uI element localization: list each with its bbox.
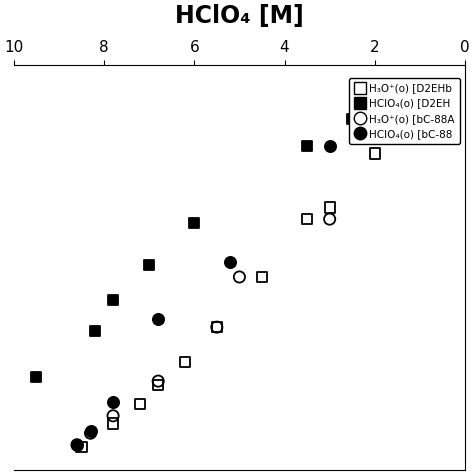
Point [155, 377, 162, 385]
Point [371, 150, 379, 157]
Point [303, 142, 311, 150]
Point [326, 215, 333, 223]
Point [33, 374, 40, 381]
Point [109, 296, 117, 304]
Point [87, 429, 94, 437]
Point [236, 273, 243, 281]
Point [191, 219, 198, 227]
Point [73, 441, 81, 448]
Point [146, 262, 153, 269]
Point [326, 204, 333, 211]
Point [213, 323, 220, 331]
Point [258, 273, 266, 281]
Point [213, 323, 220, 331]
Point [87, 428, 94, 435]
Point [416, 127, 424, 134]
Point [182, 358, 189, 365]
Point [155, 381, 162, 389]
Point [109, 412, 117, 419]
Point [91, 327, 99, 335]
Point [109, 399, 117, 406]
Point [78, 443, 85, 450]
Title: HClO₄ [M]: HClO₄ [M] [175, 4, 304, 28]
Point [73, 441, 81, 448]
Point [137, 401, 144, 408]
Point [303, 215, 311, 223]
Legend: H₃O⁺(o) [D2EHb, HClO₄(o) [D2EH, H₃O⁺(o) [bC-88A, HClO₄(o) [bC-88: H₃O⁺(o) [D2EHb, HClO₄(o) [D2EH, H₃O⁺(o) … [349, 78, 460, 144]
Point [155, 316, 162, 323]
Point [109, 420, 117, 428]
Point [227, 258, 234, 265]
Point [416, 100, 424, 107]
Point [348, 115, 356, 123]
Point [326, 142, 333, 150]
